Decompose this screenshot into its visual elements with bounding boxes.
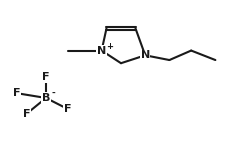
Text: F: F <box>13 88 21 98</box>
Text: F: F <box>23 109 30 119</box>
Text: +: + <box>106 42 113 51</box>
Text: F: F <box>42 72 50 82</box>
Text: F: F <box>64 104 71 114</box>
Text: -: - <box>51 89 55 98</box>
Text: N: N <box>97 46 106 56</box>
Text: N: N <box>141 50 150 60</box>
Text: B: B <box>42 93 50 103</box>
